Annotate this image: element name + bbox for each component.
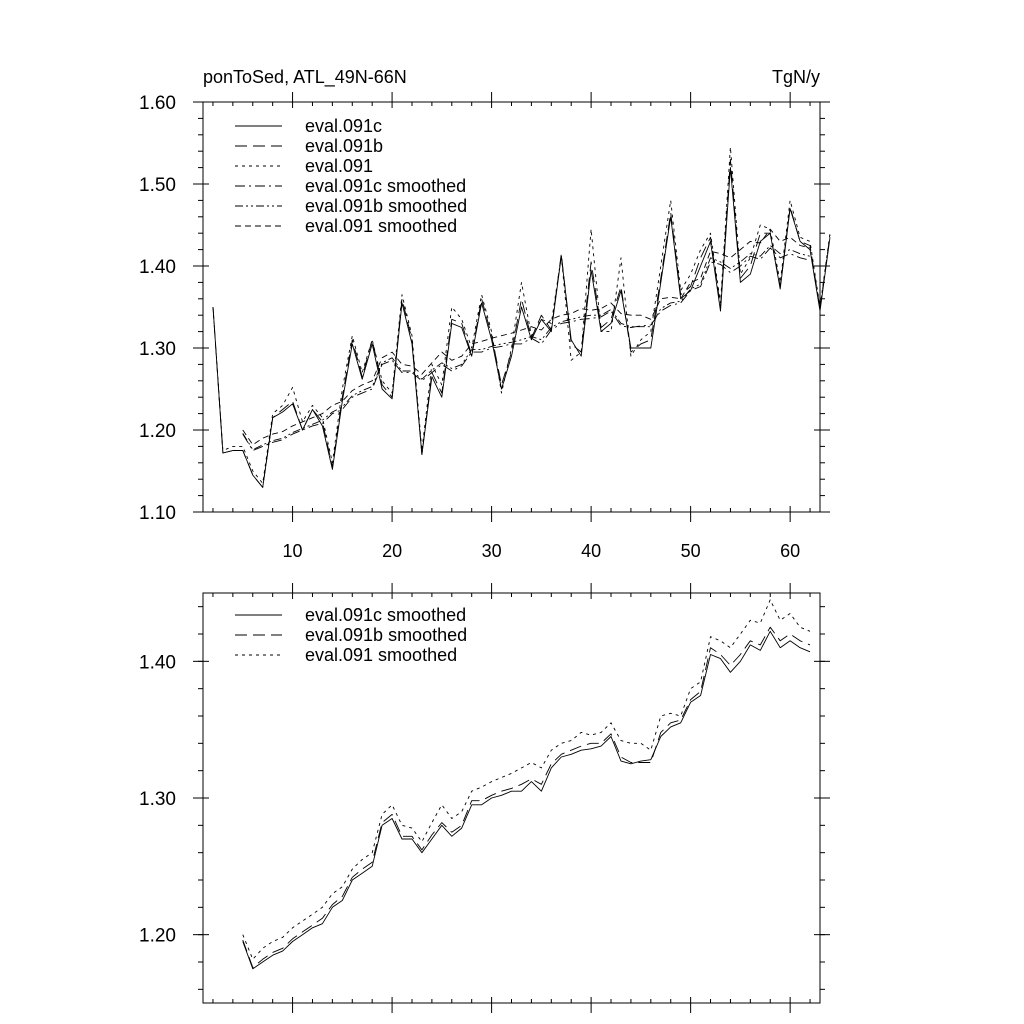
y-tick-label: 1.60 — [139, 93, 176, 114]
panel-top: ponToSed, ATL_49N-66N TgN/y 10 20 30 40 50 60… — [139, 67, 831, 561]
x-tick-label: 20 — [382, 541, 402, 561]
legend-label: eval.091 — [305, 156, 373, 176]
x-tick-label: 40 — [581, 541, 601, 561]
series-line-eval-091 — [212, 146, 831, 484]
x-tick-label: 60 — [780, 541, 800, 561]
series-line-eval-091c-smoothed — [242, 247, 811, 451]
x-tick-label: 50 — [681, 541, 701, 561]
y-tick-label: 1.40 — [139, 652, 176, 673]
legend-label: eval.091b smoothed — [305, 196, 467, 216]
y-tick-label: 1.20 — [139, 926, 176, 947]
y-tick-label: 1.10 — [139, 503, 176, 524]
legend-label: eval.091 smoothed — [305, 645, 457, 665]
series-line-eval-091-smoothed — [242, 228, 811, 446]
y-tick-label: 1.50 — [139, 175, 176, 196]
legend-label: eval.091b smoothed — [305, 625, 467, 645]
legend-label: eval.091c smoothed — [305, 605, 466, 625]
series-line-eval-091b — [212, 158, 831, 488]
series-line-eval-091c-smoothed — [242, 630, 811, 970]
series-group-bottom — [242, 599, 811, 970]
plot-frame-top — [202, 101, 821, 513]
axis-ticks-top: 10 20 30 40 50 60 1.10 1.20 1.30 1.40 1.50 1.60 — [139, 92, 830, 561]
chart-title: ponToSed, ATL_49N-66N — [203, 67, 407, 88]
panel-bottom: 1.20 1.30 1.40 eval.091c smoothedeval.091b… — [139, 583, 830, 1013]
series-line-eval-091c — [212, 167, 831, 488]
y-tick-label: 1.20 — [139, 421, 176, 442]
series-group-top — [212, 146, 831, 488]
axis-ticks-bottom: 1.20 1.30 1.40 — [139, 583, 830, 1013]
plot-frame-bottom — [202, 592, 821, 1004]
y-tick-label: 1.40 — [139, 257, 176, 278]
series-line-eval-091b-smoothed — [242, 626, 811, 968]
legend-label: eval.091c smoothed — [305, 176, 466, 196]
legend-label: eval.091c — [305, 116, 382, 136]
x-tick-label: 10 — [283, 541, 303, 561]
legend-label: eval.091 smoothed — [305, 216, 457, 236]
y-tick-label: 1.30 — [139, 339, 176, 360]
series-line-eval-091b-smoothed — [242, 245, 811, 451]
legend-label: eval.091b — [305, 136, 383, 156]
x-tick-label: 30 — [482, 541, 502, 561]
chart-units: TgN/y — [772, 67, 820, 87]
y-tick-label: 1.30 — [139, 789, 176, 810]
